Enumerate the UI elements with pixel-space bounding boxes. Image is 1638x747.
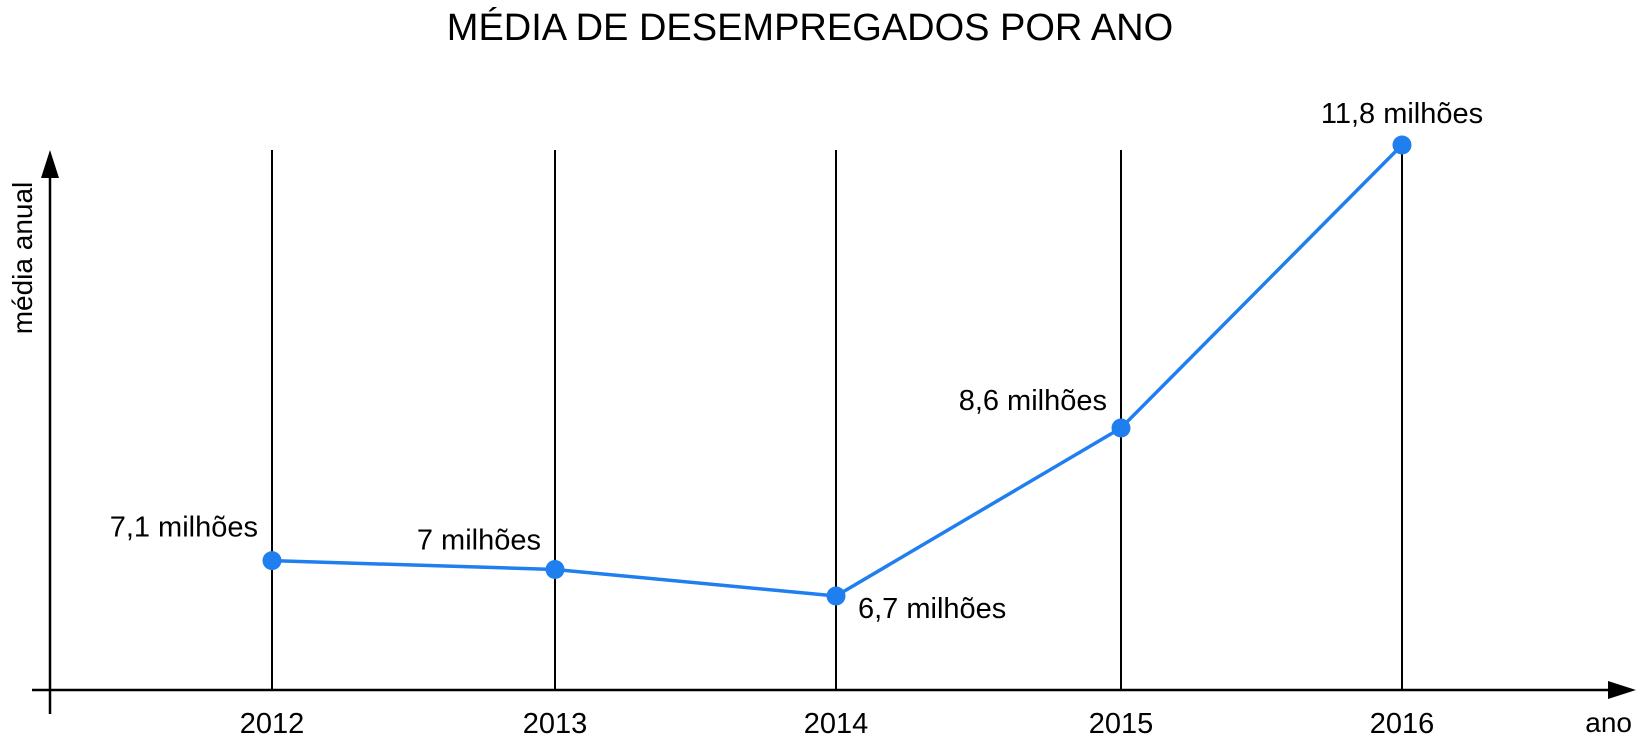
data-label-2014: 6,7 milhões: [858, 593, 1006, 625]
x-tick-labels: 2012 2013 2014 2015 2016: [240, 708, 1435, 740]
data-point-2015: [1111, 418, 1131, 438]
data-label-2013: 7 milhões: [417, 524, 541, 556]
data-point-2012: [262, 551, 282, 571]
data-label-2015: 8,6 milhões: [959, 385, 1107, 417]
x-tick-label-2015: 2015: [1089, 708, 1154, 740]
axes: [32, 150, 1636, 714]
data-label-2012: 7,1 milhões: [110, 512, 258, 544]
data-point-2013: [545, 559, 565, 579]
data-labels: 7,1 milhões 7 milhões 6,7 milhões 8,6 milhõ…: [110, 98, 1483, 625]
gridlines: [271, 150, 1403, 690]
data-label-2016: 11,8 milhões: [1321, 98, 1483, 130]
data-point-2014: [826, 586, 846, 606]
chart-title: MÉDIA DE DESEMPREGADOS POR ANO: [447, 6, 1173, 49]
y-axis-arrow-icon: [41, 150, 59, 178]
data-points: [262, 135, 1412, 606]
data-point-2016: [1392, 135, 1412, 155]
x-tick-label-2014: 2014: [804, 708, 869, 740]
x-axis-label: ano: [1585, 707, 1632, 738]
x-axis-arrow-icon: [1608, 681, 1636, 699]
x-tick-label-2013: 2013: [523, 708, 588, 740]
y-axis-label: média anual: [7, 182, 38, 335]
x-tick-label-2016: 2016: [1370, 708, 1435, 740]
x-tick-label-2012: 2012: [240, 708, 305, 740]
